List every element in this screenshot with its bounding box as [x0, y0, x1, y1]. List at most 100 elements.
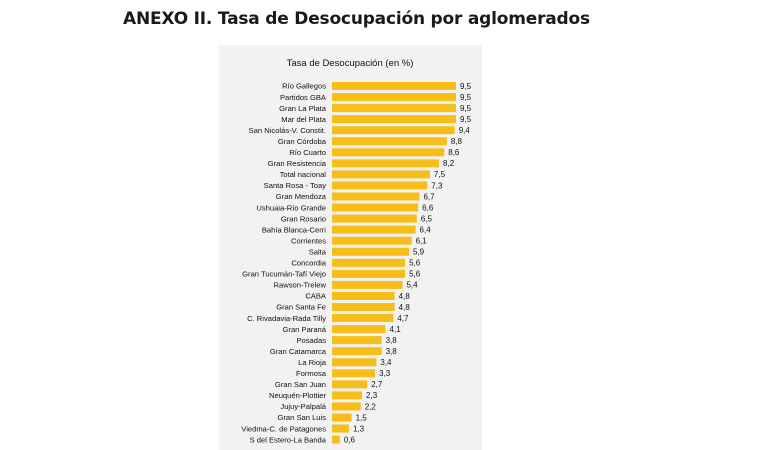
value-label: 9,5	[460, 82, 472, 91]
category-label: Concordia	[291, 259, 326, 268]
bar	[332, 225, 416, 234]
category-label: Gran San Luis	[277, 413, 326, 422]
value-label: 5,9	[413, 248, 425, 257]
category-label: Gran Resistencia	[268, 159, 327, 168]
bar	[332, 280, 403, 289]
bar	[332, 181, 428, 190]
bar	[332, 159, 440, 168]
category-label: Salta	[309, 247, 327, 256]
value-label: 9,5	[460, 93, 472, 102]
bar	[332, 192, 420, 201]
value-label: 4,7	[397, 314, 409, 323]
bar	[332, 82, 456, 90]
bar	[332, 413, 352, 422]
value-label: 0,6	[344, 435, 356, 444]
bar	[332, 258, 406, 267]
bar	[332, 391, 363, 400]
bar	[332, 291, 395, 300]
category-label: Mar del Plata	[281, 115, 327, 124]
bar	[332, 203, 419, 212]
value-label: 3,3	[379, 369, 391, 378]
category-label: Gran Tucumán-Tafí Viejo	[242, 270, 326, 279]
bar	[332, 314, 394, 323]
bar	[332, 115, 456, 124]
category-label: S del Estero-La Banda	[250, 435, 327, 444]
category-label: Jujuy-Palpalá	[280, 402, 326, 411]
bar	[332, 347, 382, 356]
category-label: Neuquén-Plottier	[269, 391, 326, 400]
value-label: 5,6	[409, 270, 421, 279]
bar	[332, 236, 412, 245]
bar	[332, 325, 386, 334]
category-label: Partidos GBA	[280, 93, 327, 102]
value-label: 9,5	[460, 104, 472, 113]
bar	[332, 247, 410, 256]
bar	[332, 214, 417, 223]
category-label: La Rioja	[298, 358, 327, 367]
category-label: San Nicolás-V. Constit.	[249, 126, 326, 135]
bar	[332, 170, 430, 179]
value-label: 2,3	[366, 391, 378, 400]
bar	[332, 336, 382, 345]
value-label: 3,8	[386, 336, 398, 345]
category-label: Río Cuarto	[289, 148, 326, 157]
category-label: Viedma-C. de Patagones	[241, 424, 326, 433]
category-label: Rawson-Trelew	[274, 281, 327, 290]
value-label: 7,3	[431, 181, 443, 190]
bar	[332, 93, 456, 102]
bar	[332, 269, 406, 278]
bar	[332, 402, 361, 411]
category-label: Gran Catamarca	[270, 347, 327, 356]
value-label: 8,8	[451, 137, 463, 146]
category-label: Ushuaia-Río Grande	[256, 203, 326, 212]
value-label: 8,2	[443, 159, 455, 168]
bar	[332, 435, 340, 444]
category-label: CABA	[305, 292, 327, 301]
value-label: 6,5	[421, 214, 433, 223]
value-label: 1,3	[353, 424, 365, 433]
value-label: 2,2	[365, 402, 377, 411]
category-label: Bahía Blanca-Cerri	[262, 225, 326, 234]
value-label: 8,6	[448, 148, 460, 157]
value-label: 6,6	[422, 203, 434, 212]
value-label: 1,5	[356, 413, 368, 422]
category-label: Santa Rosa - Toay	[264, 181, 327, 190]
category-label: Gran Paraná	[283, 325, 327, 334]
category-label: C. Rivadavia-Rada Tilly	[247, 314, 326, 323]
bar	[332, 104, 456, 113]
category-label: Gran Córdoba	[278, 137, 327, 146]
value-label: 6,1	[416, 237, 428, 246]
bar	[332, 303, 395, 311]
chart-title: Tasa de Desocupación (en %)	[287, 58, 414, 69]
category-label: Gran San Juan	[275, 380, 326, 389]
value-label: 4,1	[390, 325, 402, 334]
category-label: Posadas	[296, 336, 326, 345]
category-label: Gran Santa Fe	[276, 303, 326, 312]
value-label: 6,4	[420, 225, 432, 234]
bar	[332, 148, 445, 157]
category-label: Gran Mendoza	[276, 192, 327, 201]
page-title: ANEXO II. Tasa de Desocupación por aglom…	[123, 9, 590, 29]
bars-layer: Río Gallegos 9,5 Partidos GBA 9,5 Gran La Pl…	[241, 82, 471, 445]
category-label: Gran Rosario	[281, 214, 326, 223]
value-label: 5,6	[409, 259, 421, 268]
bar	[332, 424, 349, 433]
value-label: 7,5	[434, 170, 446, 179]
category-label: Formosa	[296, 369, 327, 378]
value-label: 3,8	[386, 347, 398, 356]
value-label: 4,8	[399, 292, 411, 301]
category-label: Gran La Plata	[279, 104, 327, 113]
value-label: 9,5	[460, 115, 472, 124]
bar	[332, 358, 377, 367]
bar	[332, 126, 455, 135]
value-label: 5,4	[406, 281, 418, 290]
value-label: 6,7	[423, 192, 435, 201]
bar-chart: Tasa de Desocupación (en %) Río Gallegos…	[241, 58, 471, 445]
chart-panel: Tasa de Desocupación (en %) Río Gallegos…	[219, 45, 482, 450]
value-label: 3,4	[380, 358, 392, 367]
category-label: Río Gallegos	[282, 82, 326, 91]
category-label: Total nacional	[280, 170, 327, 179]
value-label: 9,4	[459, 126, 471, 135]
value-label: 2,7	[371, 380, 383, 389]
bar	[332, 380, 368, 389]
